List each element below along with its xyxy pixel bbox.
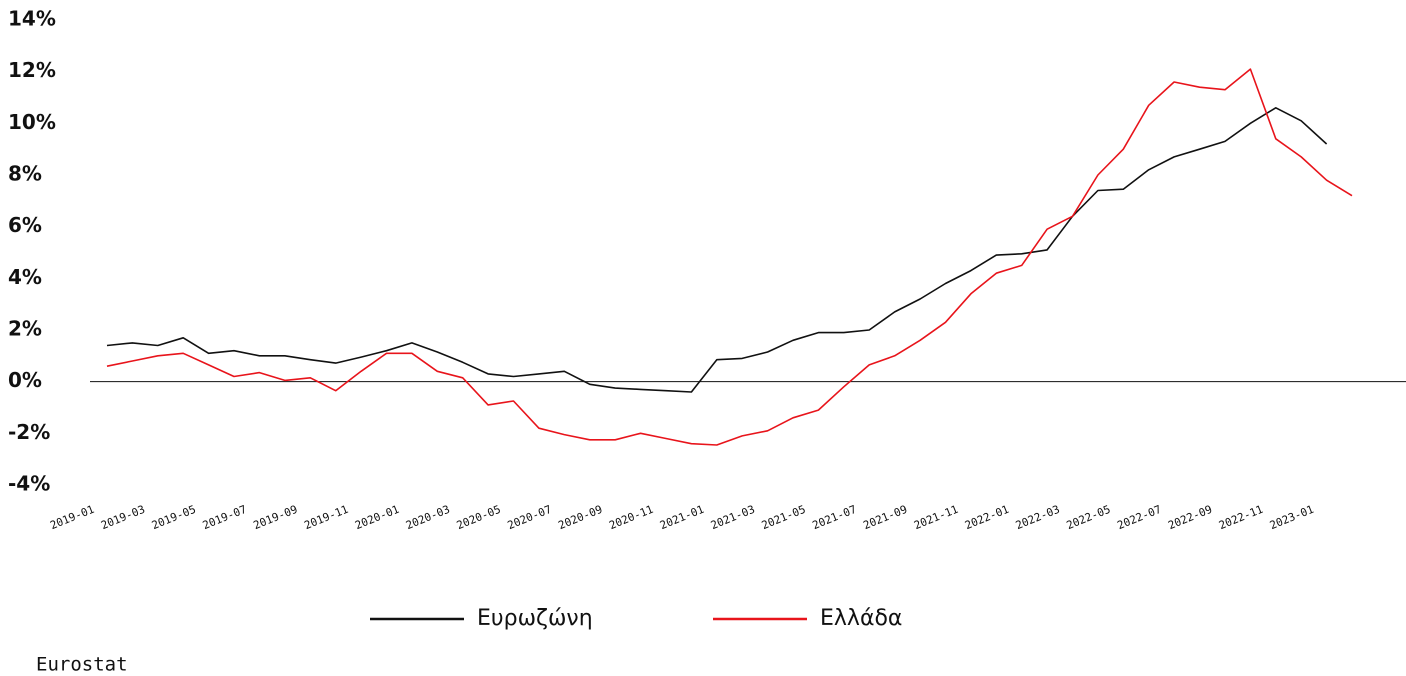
y-tick-label: 14% (8, 7, 56, 31)
x-tick-label: 2021-03 (709, 503, 757, 532)
y-tick-label: -2% (8, 420, 50, 444)
y-tick-label: 0% (8, 368, 42, 392)
x-tick-label: 2020-03 (404, 503, 452, 532)
y-tick-label: 2% (8, 317, 42, 341)
x-tick-label: 2021-11 (912, 503, 960, 532)
x-tick-label: 2020-09 (556, 503, 604, 532)
y-tick-label: 8% (8, 162, 42, 186)
y-tick-label: -4% (8, 472, 50, 496)
x-tick-label: 2021-01 (658, 503, 706, 532)
y-tick-label: 12% (8, 58, 56, 82)
x-tick-label: 2019-11 (302, 503, 350, 532)
y-tick-label: 6% (8, 213, 42, 237)
source: Eurostat (36, 654, 128, 676)
x-tick-label: 2022-09 (1166, 503, 1214, 532)
x-tick-label: 2021-09 (861, 503, 909, 532)
x-tick-label: 2019-09 (252, 503, 300, 532)
x-tick-label: 2023-01 (1268, 503, 1316, 532)
x-tick-label: 2022-03 (1014, 503, 1062, 532)
y-tick-label: 10% (8, 110, 56, 134)
x-tick-label: 2019-01 (48, 503, 96, 532)
line (106, 68, 1353, 446)
x-tick-label: 2019-07 (201, 503, 249, 532)
x-tick-label: 2022-11 (1217, 503, 1265, 532)
x-tick-label: 2020-01 (353, 503, 401, 532)
x-tick-label: 2020-05 (455, 503, 503, 532)
x-tick-label: 2019-03 (99, 503, 147, 532)
x-tick-label: 2022-01 (963, 503, 1011, 532)
x-tick-label: 2022-05 (1065, 503, 1113, 532)
x-tick-label: 2019-05 (150, 503, 198, 532)
x-tick-label: 2021-05 (760, 503, 808, 532)
legend-label: Ελλάδα (820, 606, 902, 631)
x-tick-label: 2022-07 (1115, 503, 1163, 532)
x-tick-label: 2020-11 (607, 503, 655, 532)
x-tick-label: 2021-07 (811, 503, 859, 532)
line (106, 107, 1328, 393)
legend-label: Ευρωζώνη (477, 606, 593, 631)
x-tick-label: 2020-07 (506, 503, 554, 532)
y-tick-label: 4% (8, 265, 42, 289)
